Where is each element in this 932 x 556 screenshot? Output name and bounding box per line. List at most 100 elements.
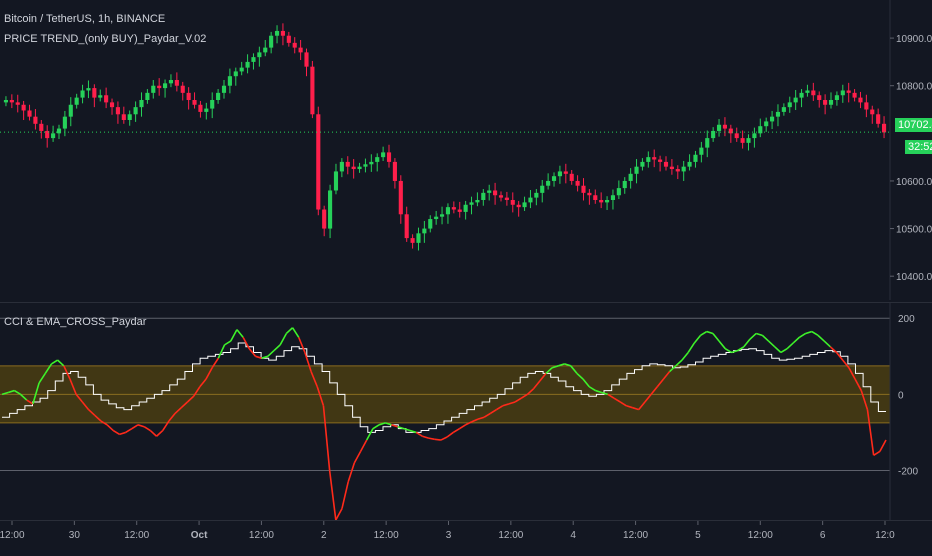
candle-body xyxy=(286,35,291,43)
cci-segment xyxy=(211,357,220,369)
candle-body xyxy=(775,111,781,117)
candle-body xyxy=(192,100,197,105)
cci-segment xyxy=(341,481,349,509)
cci-segment xyxy=(106,424,114,432)
cci-segment xyxy=(743,338,751,348)
candle-body xyxy=(451,207,456,210)
cci-segment xyxy=(675,359,683,367)
candle-body xyxy=(139,100,144,108)
candle-body xyxy=(534,192,539,198)
candle-body xyxy=(823,100,828,105)
candle-body xyxy=(711,130,716,139)
candle-body xyxy=(204,108,209,112)
oscillator-pane[interactable]: 200 0 -200 xyxy=(0,303,932,520)
cci-segment xyxy=(873,450,881,456)
cci-segment xyxy=(576,372,584,380)
candle-body xyxy=(640,161,645,167)
cci-segment xyxy=(811,330,819,337)
candle-body xyxy=(658,159,663,162)
candle-body xyxy=(263,47,268,53)
candle-body xyxy=(98,95,103,98)
candle-body xyxy=(610,195,616,200)
candle-body xyxy=(758,126,763,134)
candle-body xyxy=(481,192,486,200)
candle-body xyxy=(770,116,775,122)
cci-segment xyxy=(13,389,21,396)
candle-body xyxy=(357,166,362,170)
cci-segment xyxy=(217,344,226,359)
cci-segment xyxy=(20,393,28,401)
cci-segment xyxy=(397,425,405,430)
price-pane[interactable]: 10900.00 10800.00 10600.00 10500.00 10400.00 xyxy=(0,0,932,300)
candle-body xyxy=(316,114,321,210)
cci-segment xyxy=(835,351,844,361)
candle-body xyxy=(634,166,639,174)
cci-segment xyxy=(236,329,244,338)
cci-segment xyxy=(502,403,510,407)
candle-body xyxy=(269,35,274,48)
candle-body xyxy=(764,121,769,127)
cci-segment xyxy=(823,340,831,348)
cci-segment xyxy=(291,327,300,338)
cci-segment xyxy=(69,378,77,395)
candle-body xyxy=(646,157,651,162)
cci-segment xyxy=(285,327,294,335)
cci-segment xyxy=(731,349,738,354)
cci-segment xyxy=(465,421,473,426)
candle-body xyxy=(805,90,810,93)
candle-body xyxy=(245,61,250,68)
time-tick-label: 2 xyxy=(321,530,327,541)
candle-body xyxy=(186,92,191,100)
cci-segment xyxy=(51,359,59,365)
candle-body xyxy=(439,214,445,217)
candle-body xyxy=(115,107,120,115)
cci-segment xyxy=(459,424,467,430)
candle-body xyxy=(45,130,50,139)
cci-segment xyxy=(38,372,46,384)
cci-segment xyxy=(224,340,232,346)
cci-segment xyxy=(829,346,838,354)
candle-body xyxy=(239,67,244,72)
candle-body xyxy=(752,133,757,139)
symbol-title: Bitcoin / TetherUS, 1h, BINANCE xyxy=(4,13,166,25)
last-price-tag: 10702.47 xyxy=(895,118,932,132)
cci-segment xyxy=(428,437,435,441)
candle-body xyxy=(516,204,521,208)
candle-body xyxy=(852,92,857,98)
candle-body xyxy=(599,200,604,203)
candle-body xyxy=(339,161,344,172)
candle-body xyxy=(80,90,85,98)
cci-segment xyxy=(273,344,281,352)
candle-body xyxy=(328,190,333,229)
cci-segment xyxy=(786,342,794,350)
candle-body xyxy=(216,92,221,100)
cci-segment xyxy=(297,336,306,353)
candle-body xyxy=(180,85,185,93)
cci-segment xyxy=(422,435,429,439)
price-chart[interactable]: 10900.00 10800.00 10600.00 10500.00 10400.00 xyxy=(0,0,932,300)
cci-segment xyxy=(409,429,417,434)
oscillator-chart[interactable]: 200 0 -200 xyxy=(0,303,932,520)
time-axis[interactable]: 12:00 30 12:00 Oct 12:00 2 12:00 3 12:00 4 12:00 5 1… xyxy=(0,520,932,551)
cci-segment xyxy=(644,393,652,403)
oscillator-legend[interactable]: CCI & EMA_CROSS_Paydar xyxy=(4,316,146,328)
cci-segment xyxy=(75,393,83,403)
cci-segment xyxy=(755,332,763,337)
symbol-legend[interactable]: Bitcoin / TetherUS, 1h, BINANCE xyxy=(4,13,165,25)
indicator-legend[interactable]: PRICE TREND_(only BUY)_Paydar_V.02 xyxy=(4,33,206,45)
cci-segment xyxy=(638,401,646,411)
candle-body xyxy=(392,161,397,181)
cci-segment xyxy=(131,424,139,430)
cci-segment xyxy=(545,367,553,375)
indicator-title: PRICE TREND_(only BUY)_Paydar_V.02 xyxy=(4,33,207,45)
cci-segment xyxy=(63,365,71,380)
cci-segment xyxy=(749,332,757,340)
candle-body xyxy=(21,104,26,111)
candle-body xyxy=(699,147,704,155)
cci-segment xyxy=(180,401,188,409)
candle-body xyxy=(551,176,557,181)
candle-body xyxy=(363,164,368,167)
pane-separator[interactable] xyxy=(0,302,932,303)
cci-segment xyxy=(205,367,213,380)
candle-body xyxy=(274,30,280,36)
